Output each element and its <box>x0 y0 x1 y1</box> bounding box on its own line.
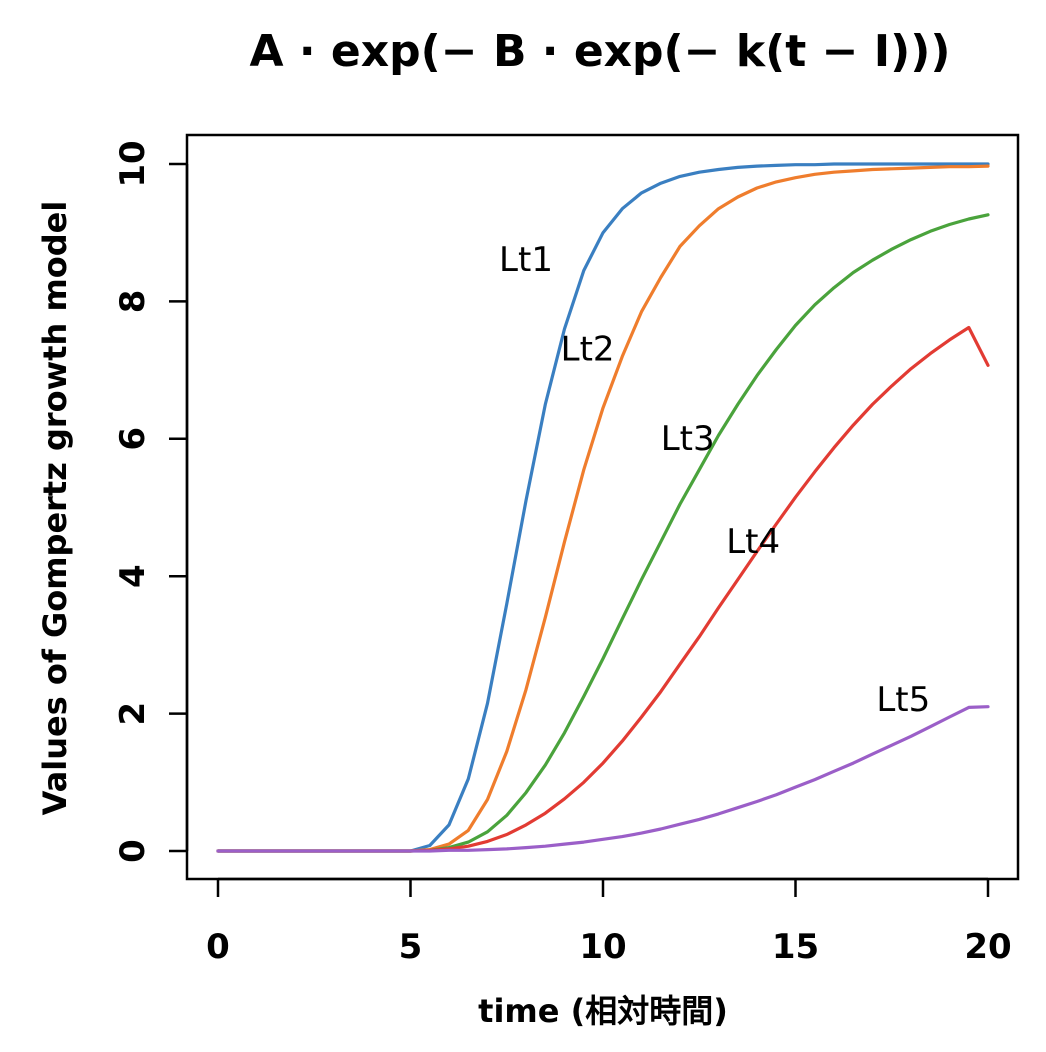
chart-title: A · exp(− B · exp(− k(t − I))) <box>250 26 951 77</box>
series-line-lt5 <box>216 705 990 853</box>
y-tick-label: 6 <box>113 427 153 451</box>
y-tick-label: 8 <box>113 290 153 314</box>
x-axis: 0 5 10 15 20 <box>206 877 1012 967</box>
series-label-lt3: Lt3 <box>661 419 715 459</box>
series-label-lt1: Lt1 <box>499 240 553 280</box>
series-label-lt4: Lt4 <box>726 522 780 562</box>
y-axis-label: Values of Gompertz growth model <box>36 201 74 816</box>
series-layer <box>216 162 990 853</box>
x-tick-label: 5 <box>399 927 423 967</box>
series-label-layer: Lt1 Lt2 Lt3 Lt4 Lt5 <box>499 240 930 720</box>
series-label-lt5: Lt5 <box>876 680 930 720</box>
x-tick-label: 15 <box>772 927 819 967</box>
y-tick-label: 0 <box>113 839 153 863</box>
plot-frame <box>185 133 1020 881</box>
y-tick-label: 4 <box>113 564 153 588</box>
y-axis: 0 2 4 6 8 10 <box>113 140 189 863</box>
x-tick-label: 10 <box>579 927 626 967</box>
y-tick-label: 2 <box>113 702 153 726</box>
y-tick-label: 10 <box>113 140 153 187</box>
series-line-lt2 <box>216 164 990 853</box>
x-tick-label: 20 <box>964 927 1011 967</box>
series-label-lt2: Lt2 <box>561 329 615 369</box>
x-tick-label: 0 <box>206 927 230 967</box>
x-axis-label: time (相対時間) <box>478 992 728 1030</box>
series-line-lt1 <box>216 162 990 853</box>
